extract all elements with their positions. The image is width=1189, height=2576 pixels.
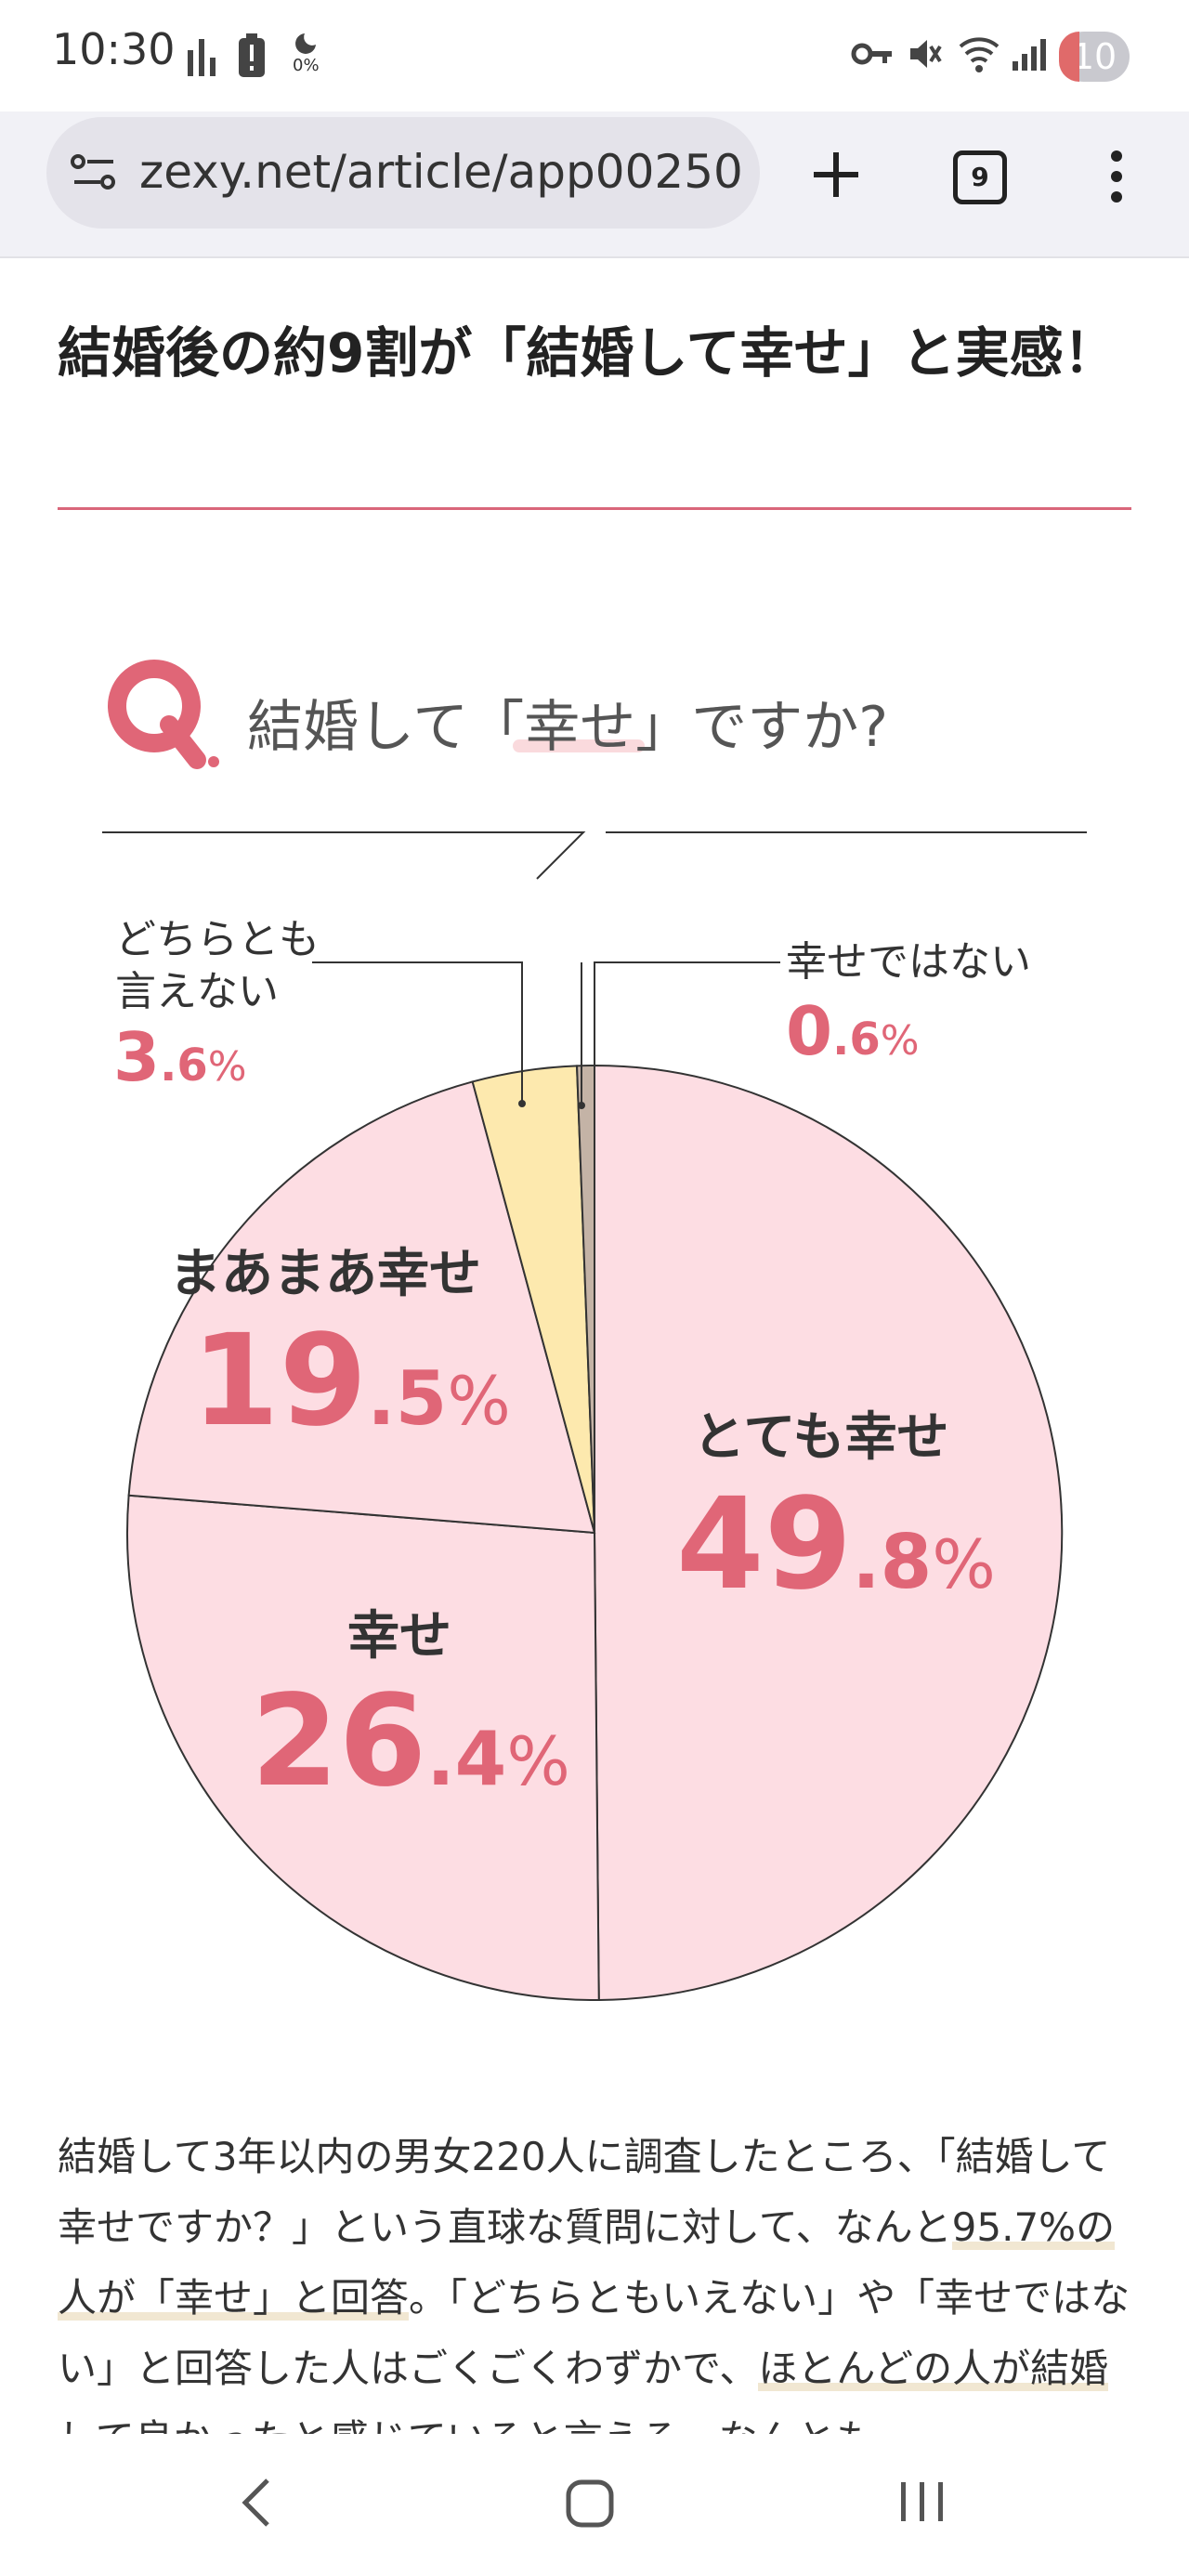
slice-value-neither: 3.6%: [113, 1018, 247, 1096]
back-icon[interactable]: [240, 2477, 273, 2529]
body-text-1: 結婚して3年以内の男女220人に調査したところ、「結婚して幸せですか？」という直…: [58, 2134, 1111, 2250]
leader-dot: [578, 1102, 585, 1109]
pie-slice-very-happy: [594, 1064, 1064, 2001]
question-highlight: [513, 739, 645, 752]
url-text: zexy.net/article/app00250: [139, 145, 743, 199]
status-bar: 10:30 0% 10: [0, 0, 1189, 111]
body-text-2: 。「どちらともいえない」や「幸せではない」と回答した人はごくごくわずかで、: [58, 2275, 1130, 2391]
leader-dot: [518, 1100, 526, 1107]
site-settings-icon[interactable]: [71, 152, 117, 193]
address-bar[interactable]: zexy.net/article/app00250: [46, 117, 760, 229]
key-icon: [851, 43, 892, 65]
more-menu-icon[interactable]: [1107, 147, 1126, 206]
slice-label-neither: どちらとも 言えない: [115, 916, 320, 1015]
leader-lines: [312, 961, 780, 1105]
pie-slice-fairly-happy: [127, 1080, 596, 1535]
browser-toolbar: zexy.net/article/app00250 9: [0, 111, 1189, 258]
article-body: 結婚して3年以内の男女220人に調査したところ、「結婚して幸せですか？」という直…: [58, 2122, 1135, 2475]
slice-label-not-happy: 幸せではない: [786, 938, 1031, 986]
status-time: 10:30: [52, 24, 176, 74]
slice-value-not-happy: 0.6%: [786, 992, 920, 1070]
q-mark-icon: [108, 660, 219, 769]
cell-signal-icon: [1013, 39, 1046, 71]
system-nav-bar: [0, 2434, 1189, 2576]
slice-value-fairly-happy: 19.5%: [191, 1308, 511, 1455]
slice-value-happy: 26.4%: [251, 1668, 570, 1815]
article-heading: 結婚後の約9割が「結婚して幸せ」と実感！: [58, 321, 1117, 385]
tab-count: 9: [971, 162, 989, 192]
new-tab-icon[interactable]: [810, 149, 862, 201]
battery-percent: 0%: [293, 56, 320, 75]
pie-chart: [102, 831, 1087, 2001]
tab-switcher-button[interactable]: 9: [953, 150, 1007, 204]
heading-divider: [58, 507, 1131, 510]
home-icon[interactable]: [565, 2478, 615, 2529]
signal-bars-icon: [188, 39, 216, 76]
battery-alert-icon: [239, 33, 265, 77]
moon-icon: [295, 33, 316, 54]
slice-label-happy: 幸せ: [347, 1606, 451, 1667]
wifi-icon: [959, 37, 1000, 72]
speech-bubble-line: [102, 831, 1087, 880]
pie-slice-happy: [126, 1494, 600, 2001]
question-text: 結婚して「幸せ」ですか?: [247, 695, 889, 760]
slice-label-fairly-happy: まあまあ幸せ: [169, 1244, 481, 1304]
mute-icon: [910, 40, 942, 68]
notification-count-badge: 10: [1059, 32, 1130, 82]
slice-value-very-happy: 49.8%: [676, 1471, 996, 1618]
recent-apps-icon[interactable]: [897, 2478, 947, 2525]
slice-label-very-happy: とても幸せ: [693, 1407, 949, 1468]
